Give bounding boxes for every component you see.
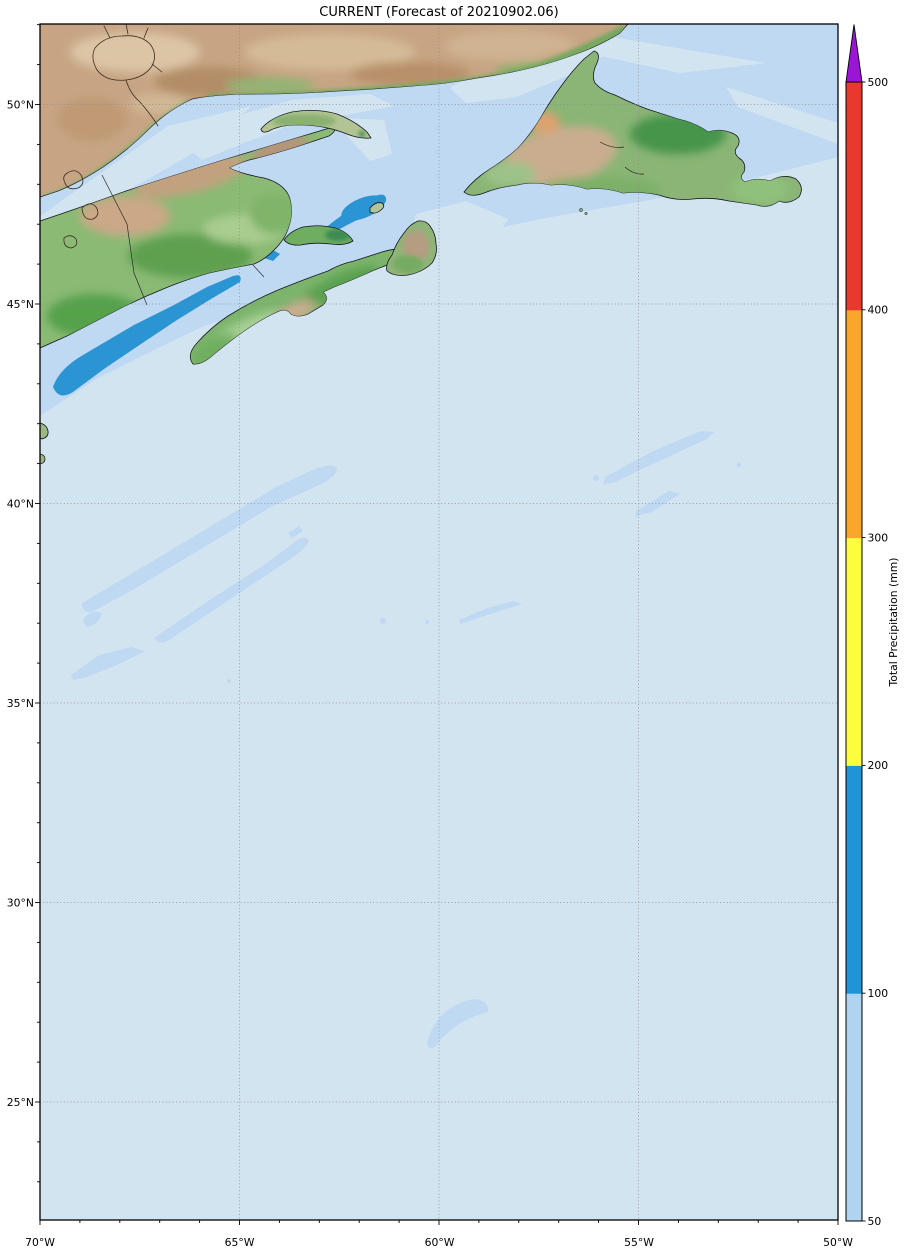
lat-tick-label: 50°N <box>7 98 34 111</box>
lat-axis: 50°N 45°N 40°N 35°N 30°N 25°N <box>7 98 34 1109</box>
colorbar-tick-marks <box>862 81 866 1222</box>
precip-light-streaks <box>71 431 742 1049</box>
lake-saint-jean <box>92 35 155 81</box>
colorbar-segment-100-200 <box>846 765 862 994</box>
island-nantucket <box>40 453 46 465</box>
border-nb-ns <box>252 264 265 278</box>
island-miquelon <box>584 212 588 215</box>
lake-small-2 <box>81 203 99 220</box>
colorbar-segment-50-100 <box>846 993 862 1222</box>
colorbar-segments <box>846 82 862 1222</box>
colorbar-segment-400-500 <box>846 82 862 311</box>
figure-title: CURRENT (Forecast of 20210902.06) <box>319 5 558 20</box>
colorbar-tick-labels: 500 400 300 200 100 50 <box>868 76 889 1228</box>
lon-tick-label: 70°W <box>25 1236 55 1249</box>
clear-patch-belle-isle <box>450 39 628 103</box>
lon-tick-label: 60°W <box>425 1236 455 1249</box>
landmass-magdalen-islands <box>369 202 385 214</box>
saguenay-river <box>125 79 159 127</box>
lake-small-1 <box>63 170 84 190</box>
colorbar: 500 400 300 200 100 50 Total Precipitati… <box>845 24 900 1228</box>
lat-tick-label: 45°N <box>7 298 34 311</box>
border-quebec-maine <box>101 174 148 306</box>
colorbar-tick-label: 500 <box>868 76 889 89</box>
borders <box>101 174 265 306</box>
precip-heavy-fundy-streak <box>53 275 241 396</box>
lat-tick-label: 30°N <box>7 897 34 910</box>
colorbar-tick-label: 200 <box>868 759 889 772</box>
lat-tick-label: 40°N <box>7 498 34 511</box>
precip-heavy-gulf-blob <box>341 195 385 221</box>
colorbar-outline <box>845 81 863 1222</box>
clear-patch-northeast-gap <box>726 87 838 144</box>
lon-tick-label: 50°W <box>823 1236 853 1249</box>
lake-small-3 <box>63 235 78 249</box>
terrain-anticosti <box>272 114 366 138</box>
lat-tick-label: 35°N <box>7 697 34 710</box>
lon-tick-label: 55°W <box>624 1236 654 1249</box>
lon-axis: 70°W 65°W 60°W 55°W 50°W <box>25 1236 853 1249</box>
colorbar-tick-label: 300 <box>868 531 889 544</box>
colorbar-segment-200-300 <box>846 537 862 766</box>
precip-heavy-northumberland <box>264 249 280 261</box>
island-st-pierre <box>579 208 583 212</box>
map-canvas <box>40 24 838 1220</box>
landmass-cape-cod <box>40 422 49 440</box>
gridlines <box>40 24 838 1220</box>
colorbar-segment-300-400 <box>846 309 862 539</box>
axis-ticks <box>35 24 839 1225</box>
colorbar-tick-label: 400 <box>868 304 889 317</box>
terrain-cape-breton <box>393 230 429 273</box>
colorbar-tick-label: 50 <box>868 1215 882 1228</box>
lake-inlet-rivers <box>103 24 163 73</box>
lon-tick-label: 65°W <box>225 1236 255 1249</box>
lat-tick-label: 25°N <box>7 1096 34 1109</box>
clear-patch-northeast-tongue <box>596 37 766 73</box>
colorbar-tick-label: 100 <box>868 987 889 1000</box>
newfoundland-rivers <box>599 141 645 175</box>
colorbar-axis-label: Total Precipitation (mm) <box>887 557 900 687</box>
water-features <box>63 24 645 249</box>
colorbar-overflow-arrow <box>845 24 863 83</box>
